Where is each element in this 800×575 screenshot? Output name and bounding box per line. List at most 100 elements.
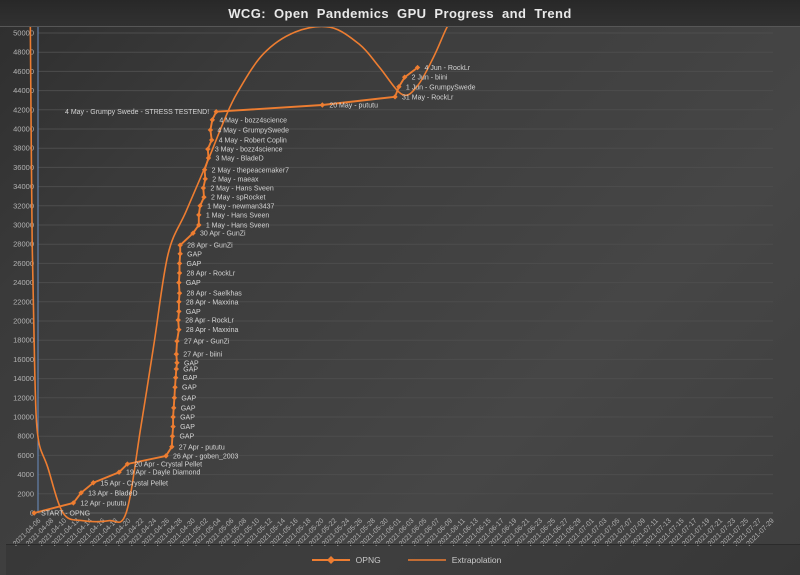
data-point-label: 2 May - Hans Sveen xyxy=(210,186,274,193)
chart-title: WCG: Open Pandemics GPU Progress and Tre… xyxy=(228,5,572,21)
data-point-label: GAP xyxy=(183,375,198,382)
data-point-marker[interactable] xyxy=(172,384,178,390)
y-tick-label: 12000 xyxy=(13,393,34,402)
y-tick-label: 4000 xyxy=(17,470,34,479)
data-point-marker[interactable] xyxy=(78,490,84,496)
y-tick-label: 26000 xyxy=(13,259,34,268)
data-point-label: 4 May - GrumpySwede xyxy=(217,127,289,134)
data-point-marker[interactable] xyxy=(176,260,183,267)
y-tick-label: 46000 xyxy=(13,67,34,76)
data-point-marker[interactable] xyxy=(169,433,176,439)
data-point-marker[interactable] xyxy=(201,167,208,173)
data-point-label: GAP xyxy=(187,251,202,258)
data-point-label: 3 May - bozz4science xyxy=(215,147,283,154)
y-tick-label: 22000 xyxy=(13,297,34,306)
data-point-marker[interactable] xyxy=(170,414,176,420)
data-point-marker[interactable] xyxy=(209,117,216,123)
data-point-label: 27 Apr - pututu xyxy=(179,444,225,451)
data-point-marker[interactable] xyxy=(190,230,196,236)
data-point-label: 28 Apr - GunZi xyxy=(187,243,233,250)
data-point-label: 2 Jun - biini xyxy=(412,75,448,82)
data-point-marker[interactable] xyxy=(170,423,176,430)
data-point-marker[interactable] xyxy=(176,270,183,276)
data-point-label: 2 May - maeax xyxy=(212,176,259,183)
data-point-marker[interactable] xyxy=(177,251,183,257)
y-tick-label: 42000 xyxy=(13,105,34,114)
data-point-marker[interactable] xyxy=(116,469,122,475)
y-tick-label: 6000 xyxy=(17,451,34,460)
y-tick-label: 18000 xyxy=(13,336,34,345)
data-point-marker[interactable] xyxy=(401,74,408,80)
data-point-marker[interactable] xyxy=(196,222,202,228)
data-point-label: GAP xyxy=(187,261,202,268)
data-point-marker[interactable] xyxy=(174,338,180,344)
y-tick-label: 34000 xyxy=(13,182,34,191)
data-point-label: 4 May - bozz4science xyxy=(219,117,287,124)
data-point-label: 1 May - newman3437 xyxy=(207,203,274,210)
data-point-marker[interactable] xyxy=(177,242,183,248)
data-point-marker[interactable] xyxy=(392,94,398,100)
data-point-label: GAP xyxy=(182,385,197,392)
data-point-marker[interactable] xyxy=(319,102,326,108)
extrapolation-curve xyxy=(29,23,451,524)
data-point-marker[interactable] xyxy=(173,351,180,357)
data-point-label: 1 Jun - GrumpySwede xyxy=(406,84,476,91)
data-point-label: GAP xyxy=(180,424,195,431)
data-point-marker[interactable] xyxy=(163,453,169,459)
data-point-label: GAP xyxy=(181,405,196,412)
data-point-marker[interactable] xyxy=(70,500,77,506)
data-point-marker[interactable] xyxy=(169,444,175,450)
data-point-label: 13 Apr - BladeD xyxy=(88,490,137,497)
data-point-marker[interactable] xyxy=(414,64,421,71)
data-point-label: 19 Apr - Dayle Diamond xyxy=(126,470,200,477)
data-point-marker[interactable] xyxy=(171,395,178,401)
data-point-label: GAP xyxy=(183,367,198,374)
legend-opng-label: OPNG xyxy=(355,555,381,565)
data-point-label: 27 Apr - biini xyxy=(183,352,222,359)
data-point-marker[interactable] xyxy=(173,366,180,372)
data-point-marker[interactable] xyxy=(200,185,207,191)
data-point-label: 31 May - RockLr xyxy=(402,94,454,101)
data-point-marker[interactable] xyxy=(205,146,211,152)
data-point-label: 12 Apr - pututu xyxy=(80,500,126,507)
data-point-marker[interactable] xyxy=(176,290,183,296)
data-point-label: GAP xyxy=(179,434,194,441)
data-point-marker[interactable] xyxy=(174,360,180,366)
y-tick-label: 10000 xyxy=(13,413,34,422)
legend-item-extrapolation[interactable]: Extrapolation xyxy=(407,555,501,565)
y-tick-label: 50000 xyxy=(13,29,34,38)
y-tick-label: 8000 xyxy=(17,432,34,441)
data-point-marker[interactable] xyxy=(201,194,207,200)
data-point-marker[interactable] xyxy=(196,212,202,218)
data-point-marker[interactable] xyxy=(176,299,182,305)
data-point-marker[interactable] xyxy=(197,203,203,209)
data-point-marker[interactable] xyxy=(172,374,179,381)
data-point-marker[interactable] xyxy=(207,127,214,133)
data-point-marker[interactable] xyxy=(90,480,97,486)
data-point-marker[interactable] xyxy=(176,279,182,286)
data-point-marker[interactable] xyxy=(171,405,177,411)
y-tick-label: 16000 xyxy=(13,355,34,364)
data-point-marker[interactable] xyxy=(176,308,182,315)
data-point-label: 4 May - Robert Coplin xyxy=(219,138,287,145)
opng-markers xyxy=(31,64,421,516)
data-point-marker[interactable] xyxy=(208,137,215,143)
gridlines xyxy=(38,32,773,514)
y-tick-label: 36000 xyxy=(13,163,34,172)
data-point-marker[interactable] xyxy=(124,461,131,467)
data-point-label: 26 Apr - goben_2003 xyxy=(173,453,238,460)
data-point-label: 20 Apr - Crystal Pellet xyxy=(134,462,202,469)
data-point-marker[interactable] xyxy=(175,317,181,323)
data-point-marker[interactable] xyxy=(176,326,182,333)
data-point-marker[interactable] xyxy=(396,84,402,90)
y-tick-label: 32000 xyxy=(13,201,34,210)
data-point-marker[interactable] xyxy=(202,176,208,182)
data-point-label: 15 Apr - Crystal Pellet xyxy=(100,480,168,487)
data-point-labels: START - OPNG 12 Apr - pututu 13 Apr - Blad… xyxy=(41,65,475,517)
extrapolation-line-icon xyxy=(407,559,446,561)
data-point-marker[interactable] xyxy=(31,510,37,516)
data-point-marker[interactable] xyxy=(205,155,212,161)
data-point-marker[interactable] xyxy=(213,109,219,115)
y-tick-label: 2000 xyxy=(17,489,34,498)
legend-item-opng[interactable]: OPNG xyxy=(311,555,381,565)
